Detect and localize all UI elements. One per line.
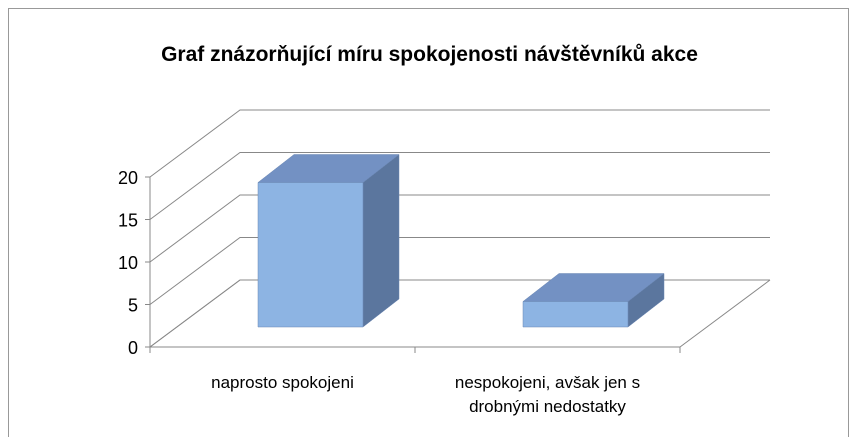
chart-title: Graf znázorňující míru spokojenosti návš… xyxy=(161,43,698,66)
bar xyxy=(257,153,400,328)
grid-line xyxy=(149,194,770,263)
grid-line xyxy=(149,279,770,348)
y-tick-label: 5 xyxy=(128,295,138,315)
bar-front xyxy=(257,182,364,328)
chart-frame xyxy=(8,8,849,437)
bar-front xyxy=(522,301,629,328)
y-tick-label: 20 xyxy=(118,168,138,188)
bar-side xyxy=(362,153,400,328)
grid-line xyxy=(149,109,770,178)
floor-edge xyxy=(679,279,771,348)
grid-line xyxy=(149,152,770,220)
y-tick-label: 15 xyxy=(118,210,138,230)
grid-line xyxy=(149,237,770,305)
bar xyxy=(522,272,665,328)
y-tick-label: 0 xyxy=(128,338,138,358)
y-tick-label: 10 xyxy=(118,253,138,273)
x-tick-label: nespokojeni, avšak jen s drobnými nedost… xyxy=(454,373,641,416)
x-tick-label: naprosto spokojeni xyxy=(211,373,354,392)
